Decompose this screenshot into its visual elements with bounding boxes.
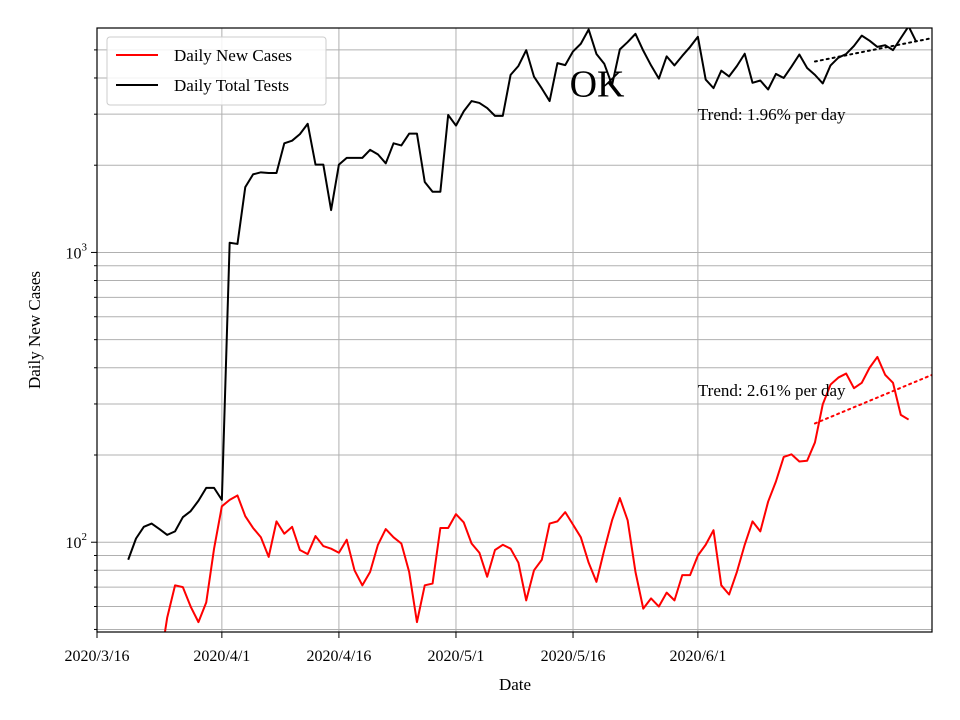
status-watermark: OK [570,64,625,106]
annotation-tests-trend: Trend: 1.96% per day [698,105,846,124]
legend: Daily New Cases Daily Total Tests [106,36,327,106]
legend-label-daily-new-cases: Daily New Cases [174,46,292,65]
ticks: 2020/3/16 2020/4/1 2020/4/16 2020/5/1 2020/5… [65,49,726,665]
y-axis-label: Daily New Cases [25,271,44,389]
y-tick-label: 103 [66,241,88,262]
trend-layer [813,37,932,425]
trend-line-daily-total-tests [813,37,932,63]
series-line-daily-total-tests [127,28,918,561]
plot-frame [96,27,933,633]
y-tick-label: 102 [66,531,88,552]
legend-label-daily-total-tests: Daily Total Tests [174,76,289,95]
x-tick-label: 2020/5/1 [428,648,485,665]
annotations: Trend: 1.96% per day Trend: 2.61% per day… [570,64,846,400]
annotation-cases-trend: Trend: 2.61% per day [698,381,846,400]
x-tick-label: 2020/4/1 [193,648,250,665]
legend-box [106,36,327,106]
x-axis-label: Date [499,675,531,694]
x-tick-label: 2020/4/16 [306,648,371,665]
x-tick-label: 2020/6/1 [669,648,726,665]
series-layer [127,28,918,632]
x-tick-label: 2020/5/16 [541,648,606,665]
x-tick-label: 2020/3/16 [65,648,130,665]
series-line-daily-new-cases [163,355,910,632]
